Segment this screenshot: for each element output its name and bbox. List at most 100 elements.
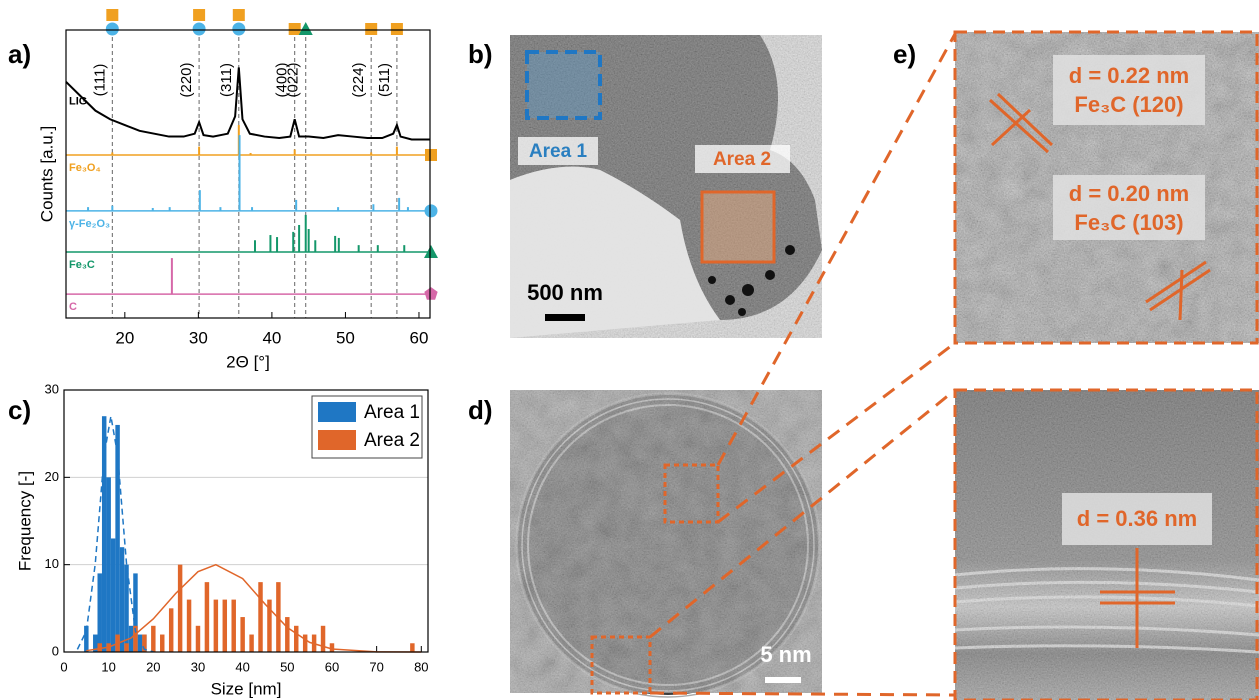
image-shape	[953, 388, 1259, 700]
bar	[195, 625, 201, 652]
tem-image-d	[510, 390, 822, 698]
y-axis-label: Counts [a.u.]	[37, 126, 56, 222]
zoom-connectors	[649, 33, 957, 697]
scale-bar-label: 5 nm	[760, 642, 811, 667]
bar	[302, 634, 308, 652]
bar	[186, 599, 192, 652]
image-shape	[988, 92, 1211, 321]
bar	[177, 564, 183, 652]
x-tick-label: 40	[262, 328, 281, 347]
image-shape	[1053, 175, 1205, 240]
bar	[320, 625, 326, 652]
x-tick-label: 80	[414, 659, 428, 674]
legend-label: Area 1	[364, 402, 420, 423]
x-tick-label: 0	[60, 659, 67, 674]
bar	[106, 477, 111, 652]
x-tick-label: 30	[191, 659, 205, 674]
panel-label: c)	[8, 395, 31, 425]
phase-symbol	[232, 22, 246, 36]
bar	[137, 634, 143, 652]
x-tick-label: 30	[189, 328, 208, 347]
image-shape	[765, 270, 775, 280]
x-tick-label: 50	[336, 328, 355, 347]
image-shape	[1100, 548, 1175, 648]
image-shape	[695, 145, 790, 173]
chart: 0 10 20 30 40 50 60 70 80 0 10 20 30 Size [nm] Frequen…	[15, 381, 429, 698]
plot-frame	[65, 29, 431, 319]
reflection-label: (111)	[91, 64, 108, 97]
image-shape	[990, 108, 1032, 147]
phase-symbol	[232, 9, 245, 21]
x-tick-label: 10	[101, 659, 115, 674]
hrtem-image-e-bottom	[953, 388, 1259, 700]
x-tick-label: 50	[280, 659, 294, 674]
hrtem-image-e-top	[953, 30, 1259, 345]
bar	[128, 625, 134, 652]
phase-symbol	[424, 287, 438, 300]
lattice-plane: Fe₃C (120)	[1074, 92, 1183, 117]
lattice-spacing: d = 0.20 nm	[1069, 181, 1189, 206]
x-tick-label: 20	[115, 328, 134, 347]
image-shape	[1062, 493, 1212, 545]
series-label: LIG	[69, 96, 87, 108]
y-axis-label: Frequency [-]	[15, 471, 34, 571]
phase-symbol	[298, 22, 313, 35]
reflection-label: (224)	[350, 62, 367, 97]
y-tick-label: 20	[45, 469, 59, 484]
bar	[97, 573, 102, 652]
image-shape	[663, 463, 720, 524]
phase-symbol	[192, 22, 206, 36]
bar	[97, 643, 102, 652]
image-shape	[545, 314, 585, 321]
scale-bar-label: 500 nm	[527, 280, 603, 305]
x-tick-label: 40	[235, 659, 249, 674]
reflection-label: (400)	[274, 62, 291, 97]
x-tick-label: 20	[146, 659, 160, 674]
lattice-plane: Fe₃C (103)	[1074, 210, 1183, 235]
image-shape	[1145, 260, 1207, 304]
panel-label: a)	[8, 39, 31, 69]
x-tick-label: 60	[325, 659, 339, 674]
x-axis-label: Size [nm]	[211, 679, 282, 698]
bar	[133, 573, 138, 652]
x-axis-label: 2Θ [°]	[226, 352, 270, 371]
bar	[410, 643, 415, 652]
bar	[249, 634, 254, 652]
tem-image-b	[510, 35, 822, 338]
y-tick-label: 0	[52, 643, 59, 658]
reflection-label: (022)	[285, 62, 302, 97]
bar	[160, 634, 165, 652]
image-shape	[953, 30, 1259, 345]
y-tick-label: 30	[45, 381, 59, 396]
plot-frame	[63, 389, 429, 653]
fit-curve	[76, 416, 154, 653]
area-label: Area 2	[713, 149, 771, 170]
image-shape	[700, 190, 776, 264]
x-tick-label: 70	[369, 659, 383, 674]
bar	[222, 599, 228, 652]
phase-symbol	[425, 148, 437, 161]
bar	[294, 625, 299, 652]
image-shape	[590, 635, 652, 695]
bar	[119, 547, 125, 652]
panel-label: d)	[468, 395, 493, 425]
image-shape	[716, 33, 957, 466]
bar	[142, 634, 147, 652]
image-shape	[649, 691, 956, 697]
legend-label: Area 2	[364, 430, 420, 451]
reflection-label: (511)	[376, 63, 393, 97]
panel-label: e)	[893, 39, 916, 69]
bar	[258, 582, 263, 652]
image-shape	[785, 245, 795, 255]
y-tick-label: 10	[45, 556, 59, 571]
series-label: Fe₃C	[69, 259, 95, 271]
image-shape	[742, 284, 754, 296]
phase-symbol	[390, 23, 403, 35]
series-label: Fe₃O₄	[69, 162, 101, 174]
bar	[168, 608, 174, 652]
bar	[329, 643, 335, 652]
bar	[84, 625, 89, 652]
